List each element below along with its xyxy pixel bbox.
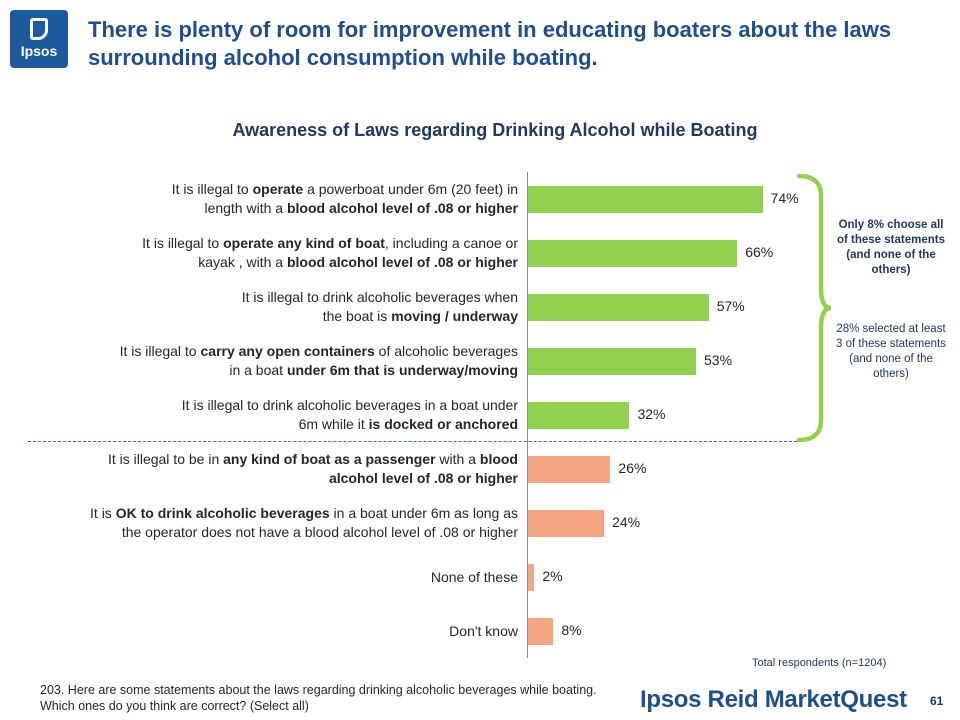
category-label: It is illegal to drink alcoholic beverag… xyxy=(181,397,518,432)
value-label: 66% xyxy=(745,244,774,260)
category-label: Don't know xyxy=(449,622,518,639)
category-label: It is illegal to operate any kind of boa… xyxy=(142,235,518,270)
bar xyxy=(528,401,630,429)
bar xyxy=(528,563,535,591)
value-label: 2% xyxy=(542,568,563,584)
bar xyxy=(528,509,605,537)
brace-note-bold: Only 8% choose all of these statements (… xyxy=(836,219,945,276)
logo-text: Ipsos xyxy=(20,43,58,59)
bar xyxy=(528,347,696,375)
bar xyxy=(528,293,709,321)
category-label: It is illegal to operate a powerboat und… xyxy=(171,181,518,216)
total-respondents: Total respondents (n=1204) xyxy=(752,657,887,669)
brace-note: 28% selected at least 3 of these stateme… xyxy=(836,323,946,380)
logo-mark-icon xyxy=(30,18,48,40)
chart-title: Awareness of Laws regarding Drinking Alc… xyxy=(232,120,758,140)
value-label: 74% xyxy=(770,190,799,206)
category-label: It is illegal to carry any open containe… xyxy=(119,343,518,378)
ipsos-logo: Ipsos xyxy=(10,10,68,68)
category-label: It is OK to drink alcoholic beverages in… xyxy=(90,505,518,540)
value-label: 8% xyxy=(561,622,582,638)
value-label: 53% xyxy=(704,352,733,368)
value-label: 24% xyxy=(612,514,641,530)
question-footnote: 203. Here are some statements about the … xyxy=(40,683,597,713)
page-number: 61 xyxy=(930,694,944,708)
category-label: It is illegal to drink alcoholic beverag… xyxy=(241,289,518,324)
category-label: None of these xyxy=(430,568,518,585)
brand-wordmark: Ipsos Reid MarketQuest xyxy=(640,686,907,713)
brace-icon xyxy=(796,173,832,443)
category-label: It is illegal to be in any kind of boat … xyxy=(107,451,518,486)
group-divider xyxy=(28,441,802,442)
value-label: 26% xyxy=(618,460,647,476)
bar xyxy=(528,239,738,267)
bar xyxy=(528,185,763,213)
category-axis-line xyxy=(527,172,528,658)
value-label: 57% xyxy=(716,298,745,314)
bar xyxy=(528,455,611,483)
page-headline: There is plenty of room for improvement … xyxy=(88,17,892,70)
bar xyxy=(528,617,554,645)
value-label: 32% xyxy=(637,406,666,422)
